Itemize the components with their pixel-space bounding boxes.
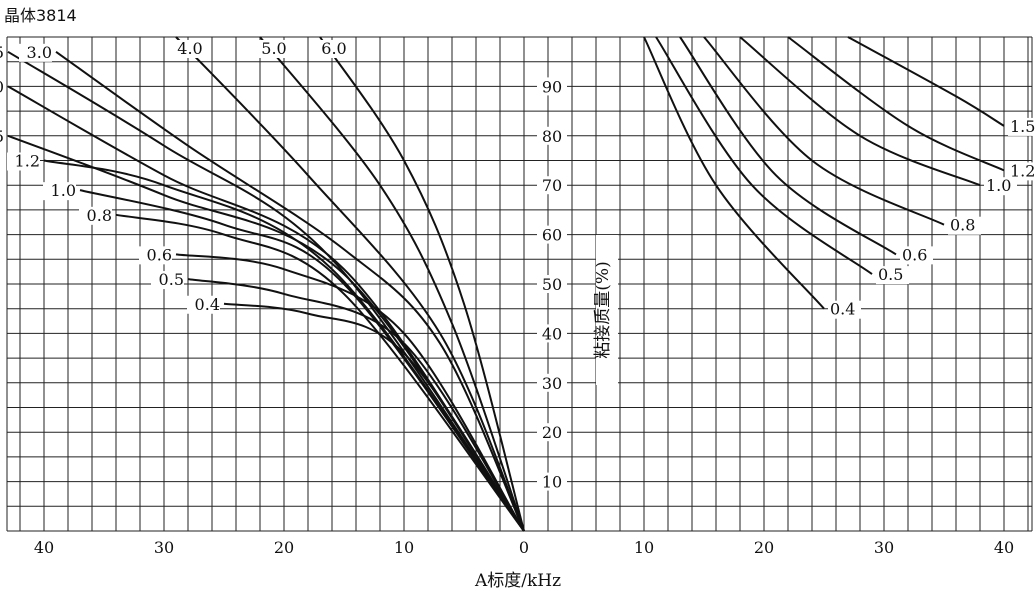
curve-label: 0.8 <box>87 206 112 225</box>
x-tick-label: 10 <box>394 538 414 557</box>
x-axis-label: A标度/kHz <box>474 571 562 591</box>
curve-label: 4.0 <box>177 39 202 58</box>
curve-left <box>175 253 525 532</box>
curve-label: 0.5 <box>878 265 903 284</box>
curve-left <box>259 36 525 532</box>
curve-label-bg <box>139 246 172 265</box>
curve-label-bg <box>984 177 1017 196</box>
y-tick-label-bg <box>537 472 567 491</box>
curve-label: 0.4 <box>195 295 220 314</box>
curve-label: 3.0 <box>27 43 52 62</box>
curve-label: 5.0 <box>261 39 286 58</box>
curve-label: 1.5 <box>1010 117 1035 136</box>
chart-title: 晶体3814 <box>4 6 77 25</box>
curve-left <box>175 36 525 532</box>
curve-label-bg <box>187 295 220 314</box>
x-tick-label: 20 <box>754 538 774 557</box>
x-tick-label: 0 <box>519 538 529 557</box>
y-tick-label: 20 <box>542 423 562 442</box>
curve-label-bg <box>19 43 52 62</box>
curve-left <box>115 213 525 532</box>
curve-label-bg <box>948 216 981 235</box>
curves <box>7 36 1005 532</box>
curve-label-bg <box>0 43 4 62</box>
curve-right <box>679 36 897 256</box>
y-axis-label-bg <box>596 235 618 385</box>
y-axis-label: 粘接质量(%) <box>593 261 613 358</box>
curve-label-bg <box>1008 117 1036 136</box>
x-tick-label: 10 <box>634 538 654 557</box>
x-tick-label: 30 <box>154 538 174 557</box>
y-tick-label-bg <box>537 176 567 195</box>
curve-left <box>223 302 525 532</box>
curve-label: 6.0 <box>321 39 346 58</box>
curve-label: 1.2 <box>15 152 40 171</box>
y-tick-label: 40 <box>542 324 562 343</box>
curve-right <box>739 36 981 187</box>
curve-label: 0.5 <box>159 270 184 289</box>
curve-label-bg <box>173 40 207 58</box>
curve-label: 1.0 <box>51 181 76 200</box>
curve-label: 1.0 <box>986 176 1011 195</box>
curve-left <box>79 189 525 532</box>
curve-right <box>655 36 873 275</box>
y-tick-label-bg <box>537 225 567 244</box>
y-tick-label: 70 <box>542 176 562 195</box>
curve-label: 0.6 <box>147 245 172 264</box>
y-tick-label: 80 <box>542 127 562 146</box>
curve-label-bg <box>828 300 861 319</box>
curve-right <box>847 36 1005 127</box>
y-tick-label-bg <box>537 77 567 96</box>
curve-label: 1.5 <box>0 127 4 146</box>
x-tick-label: 40 <box>34 538 54 557</box>
y-tick-label-bg <box>537 373 567 392</box>
curve-label-bg <box>1008 162 1036 181</box>
labels: 40 30 20 10 0 10 20 30 40 10 20 30 40 50 60 70 80 90 粘接质量(… <box>0 39 1036 557</box>
curve-right <box>703 36 945 226</box>
curve-label-bg <box>900 246 933 265</box>
curve-label-bg <box>317 40 351 58</box>
curve-label-bg <box>0 78 4 97</box>
y-tick-label: 60 <box>542 226 562 245</box>
y-tick-label-bg <box>537 423 567 442</box>
x-tick-label: 20 <box>274 538 294 557</box>
curve-label: 2.5 <box>0 43 4 62</box>
curve-label: 0.4 <box>830 300 855 319</box>
y-tick-label-bg <box>537 275 567 293</box>
curve-label: 2.0 <box>0 77 4 96</box>
y-tick-label: 30 <box>542 374 562 393</box>
curve-left <box>319 36 525 532</box>
curve-label-bg <box>79 206 112 225</box>
curve-right <box>787 36 1005 172</box>
x-tick-label: 40 <box>994 538 1014 557</box>
curve-left <box>7 50 525 532</box>
curve-label-bg <box>43 182 76 201</box>
curve-label-bg <box>876 266 909 285</box>
y-tick-label-bg <box>537 324 567 343</box>
y-tick-label: 90 <box>542 77 562 96</box>
y-tick-label: 10 <box>542 473 562 492</box>
curve-label-bg <box>257 40 291 58</box>
curve-label-bg <box>7 152 40 171</box>
curve-right <box>643 36 825 310</box>
curve-label-bg <box>0 127 4 146</box>
curve-left <box>55 50 525 532</box>
y-tick-label-bg <box>537 126 567 145</box>
curve-left <box>187 278 525 532</box>
x-tick-label: 30 <box>874 538 894 557</box>
curve-label: 1.2 <box>1010 161 1035 180</box>
curve-label-bg <box>151 271 184 290</box>
y-tick-label: 50 <box>542 275 562 294</box>
curve-label: 0.6 <box>902 245 927 264</box>
curve-label: 0.8 <box>950 216 975 235</box>
